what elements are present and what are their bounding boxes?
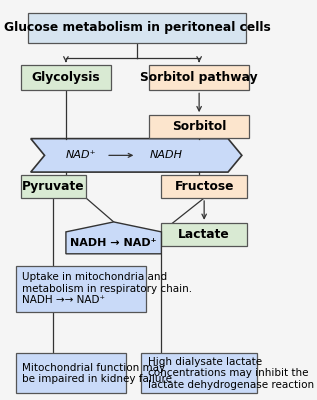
FancyBboxPatch shape <box>28 13 246 42</box>
Text: Fructose: Fructose <box>174 180 234 193</box>
Text: High dialysate lactate
concentrations may inhibit the
lactate dehydrogenase reac: High dialysate lactate concentrations ma… <box>148 357 314 390</box>
Text: Lactate: Lactate <box>178 228 230 241</box>
Text: NADH: NADH <box>150 150 183 160</box>
Text: Pyruvate: Pyruvate <box>22 180 85 193</box>
FancyBboxPatch shape <box>149 115 249 138</box>
FancyBboxPatch shape <box>161 223 247 246</box>
Text: Glucose metabolism in peritoneal cells: Glucose metabolism in peritoneal cells <box>3 21 270 34</box>
Text: NADH → NAD⁺: NADH → NAD⁺ <box>70 238 157 248</box>
FancyBboxPatch shape <box>161 175 247 198</box>
FancyBboxPatch shape <box>16 266 146 312</box>
Text: Sorbitol: Sorbitol <box>172 120 226 133</box>
FancyBboxPatch shape <box>16 354 126 393</box>
Text: Uptake in mitochondria and
metabolism in respiratory chain.
NADH →→ NAD⁺: Uptake in mitochondria and metabolism in… <box>22 272 192 305</box>
Text: Mitochondrial function may
be impaired in kidney failure: Mitochondrial function may be impaired i… <box>22 362 172 384</box>
FancyBboxPatch shape <box>149 65 249 90</box>
FancyBboxPatch shape <box>21 65 111 90</box>
Text: Sorbitol pathway: Sorbitol pathway <box>140 71 258 84</box>
FancyBboxPatch shape <box>141 354 257 393</box>
FancyBboxPatch shape <box>21 175 86 198</box>
Polygon shape <box>66 222 161 254</box>
Polygon shape <box>31 139 242 172</box>
Text: NAD⁺: NAD⁺ <box>66 150 96 160</box>
Text: Glycolysis: Glycolysis <box>32 71 100 84</box>
